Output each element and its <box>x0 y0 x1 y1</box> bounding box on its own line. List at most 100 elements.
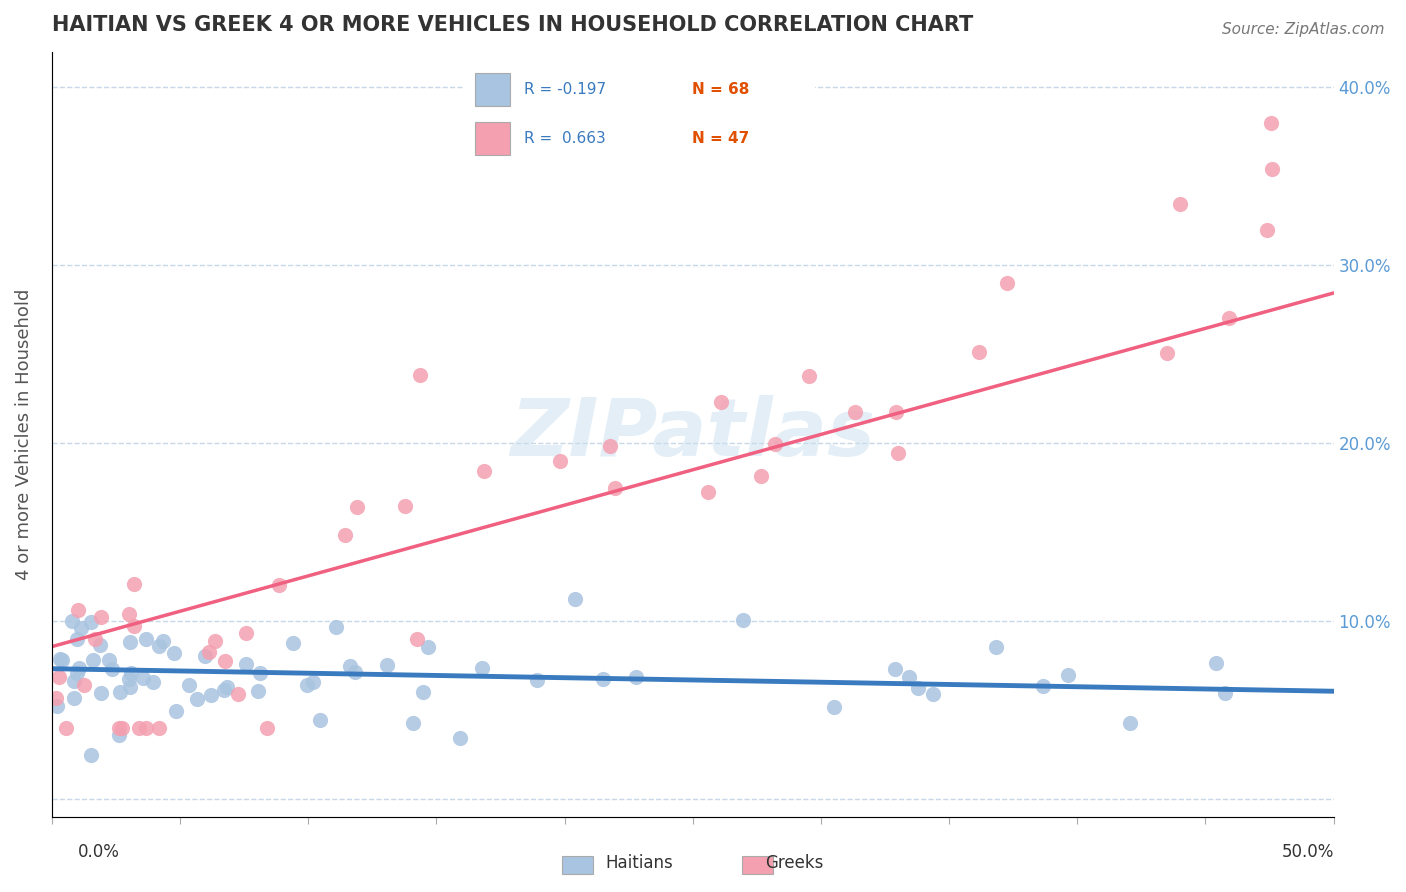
Point <box>1205 656 1227 670</box>
Text: Greeks: Greeks <box>765 855 824 872</box>
Point <box>1213 686 1236 700</box>
Point <box>797 369 820 384</box>
Point <box>995 277 1018 291</box>
Point <box>80 615 103 629</box>
Point <box>66 666 89 681</box>
Point <box>1218 311 1240 326</box>
Point <box>217 680 239 694</box>
Text: HAITIAN VS GREEK 4 OR MORE VEHICLES IN HOUSEHOLD CORRELATION CHART: HAITIAN VS GREEK 4 OR MORE VEHICLES IN H… <box>52 15 973 35</box>
Point <box>89 609 111 624</box>
Point <box>163 646 186 660</box>
Bar <box>475 73 510 105</box>
Point <box>302 674 325 689</box>
Point <box>295 678 318 692</box>
Point <box>844 405 866 419</box>
Point <box>247 683 270 698</box>
Point <box>117 607 139 621</box>
Point <box>309 713 332 727</box>
Point <box>1119 716 1142 731</box>
Point <box>592 672 614 686</box>
Text: Haitians: Haitians <box>606 855 673 872</box>
Point <box>526 673 548 687</box>
Text: N = 68: N = 68 <box>693 81 749 96</box>
Point <box>731 613 754 627</box>
Point <box>226 687 249 701</box>
Point <box>409 368 432 382</box>
Point <box>204 633 226 648</box>
Point <box>186 691 208 706</box>
Point <box>1168 197 1191 211</box>
Point <box>118 680 141 694</box>
Point <box>605 481 627 495</box>
Point <box>1057 668 1080 682</box>
Point <box>142 674 165 689</box>
Text: R =  0.663: R = 0.663 <box>524 131 606 146</box>
Point <box>884 663 907 677</box>
Point <box>66 603 89 617</box>
Point <box>886 405 908 419</box>
Point <box>48 670 70 684</box>
Text: 50.0%: 50.0% <box>1281 843 1334 861</box>
Point <box>898 670 921 684</box>
Point <box>967 345 990 359</box>
Point <box>200 689 222 703</box>
Point <box>118 672 141 686</box>
Point <box>256 721 278 735</box>
Point <box>696 484 718 499</box>
Bar <box>475 122 510 155</box>
Point <box>335 528 357 542</box>
Point <box>823 700 845 714</box>
Point <box>122 619 145 633</box>
Point <box>63 673 86 688</box>
Point <box>177 678 200 692</box>
Point <box>135 721 157 735</box>
Point <box>49 652 72 666</box>
Point <box>281 636 304 650</box>
Point <box>412 685 434 699</box>
Point <box>120 665 142 680</box>
Point <box>97 653 120 667</box>
Point <box>110 685 132 699</box>
Point <box>89 638 111 652</box>
Point <box>135 632 157 646</box>
Text: R = -0.197: R = -0.197 <box>524 81 606 96</box>
Point <box>82 653 104 667</box>
Point <box>118 635 141 649</box>
Text: 0.0%: 0.0% <box>77 843 120 861</box>
Point <box>394 499 416 513</box>
Text: N = 47: N = 47 <box>693 131 749 146</box>
Point <box>90 686 112 700</box>
Point <box>984 640 1007 655</box>
Point <box>107 721 129 735</box>
Point <box>212 682 235 697</box>
Point <box>63 690 86 705</box>
Point <box>1032 679 1054 693</box>
Point <box>55 721 77 735</box>
Point <box>710 394 733 409</box>
Point <box>907 681 929 695</box>
Point <box>344 665 367 679</box>
Point <box>550 453 572 467</box>
Point <box>165 704 187 718</box>
Point <box>416 640 439 654</box>
Point <box>249 666 271 681</box>
Point <box>402 715 425 730</box>
Point <box>375 657 398 672</box>
Point <box>472 463 495 477</box>
Point <box>1156 345 1178 359</box>
Point <box>198 645 221 659</box>
Point <box>599 439 621 453</box>
Point <box>194 649 217 664</box>
Point <box>45 699 67 714</box>
Point <box>148 639 170 653</box>
Point <box>80 748 103 763</box>
Point <box>1256 222 1278 236</box>
Point <box>83 632 105 646</box>
Text: ZIPatlas: ZIPatlas <box>510 395 875 473</box>
Point <box>564 592 586 607</box>
Point <box>67 661 90 675</box>
Point <box>152 634 174 648</box>
Text: Source: ZipAtlas.com: Source: ZipAtlas.com <box>1222 22 1385 37</box>
Point <box>45 690 67 705</box>
Point <box>624 670 647 684</box>
